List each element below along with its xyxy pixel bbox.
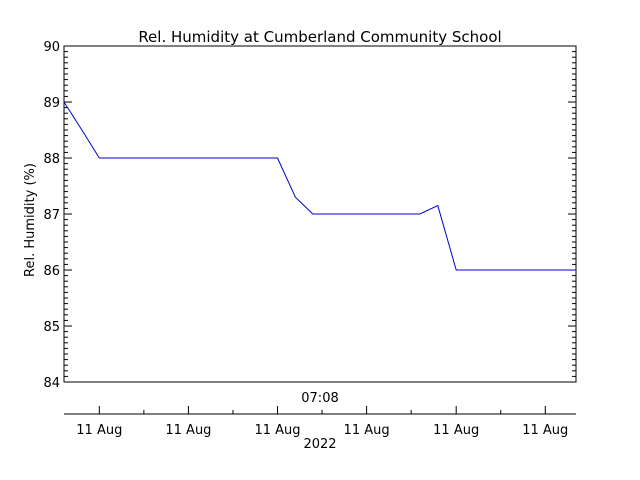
x-tick-label: 11 Aug <box>522 423 568 438</box>
y-tick-label: 87 <box>43 208 60 223</box>
x-year-label: 2022 <box>303 437 336 452</box>
x-tick-label: 11 Aug <box>344 423 390 438</box>
x-tick-label: 11 Aug <box>433 423 479 438</box>
y-tick-label: 85 <box>43 320 60 335</box>
x-tick-label: 11 Aug <box>76 423 122 438</box>
chart-title: Rel. Humidity at Cumberland Community Sc… <box>138 28 501 46</box>
y-tick-label: 89 <box>43 96 60 111</box>
x-tick-label: 11 Aug <box>165 423 211 438</box>
x-tick-label: 11 Aug <box>254 423 300 438</box>
y-tick-label: 90 <box>43 40 60 55</box>
x-center-time-label: 07:08 <box>301 391 338 406</box>
y-axis: 84 85 86 87 88 89 90 <box>43 40 576 391</box>
x-axis: 11 Aug 11 Aug 11 Aug 11 Aug 11 Aug 11 Aug <box>76 406 568 438</box>
y-tick-label: 88 <box>43 152 60 167</box>
humidity-series-line <box>63 101 576 271</box>
y-tick-label: 84 <box>43 376 60 391</box>
y-axis-label: Rel. Humidity (%) <box>23 163 38 277</box>
y-tick-label: 86 <box>43 264 60 279</box>
